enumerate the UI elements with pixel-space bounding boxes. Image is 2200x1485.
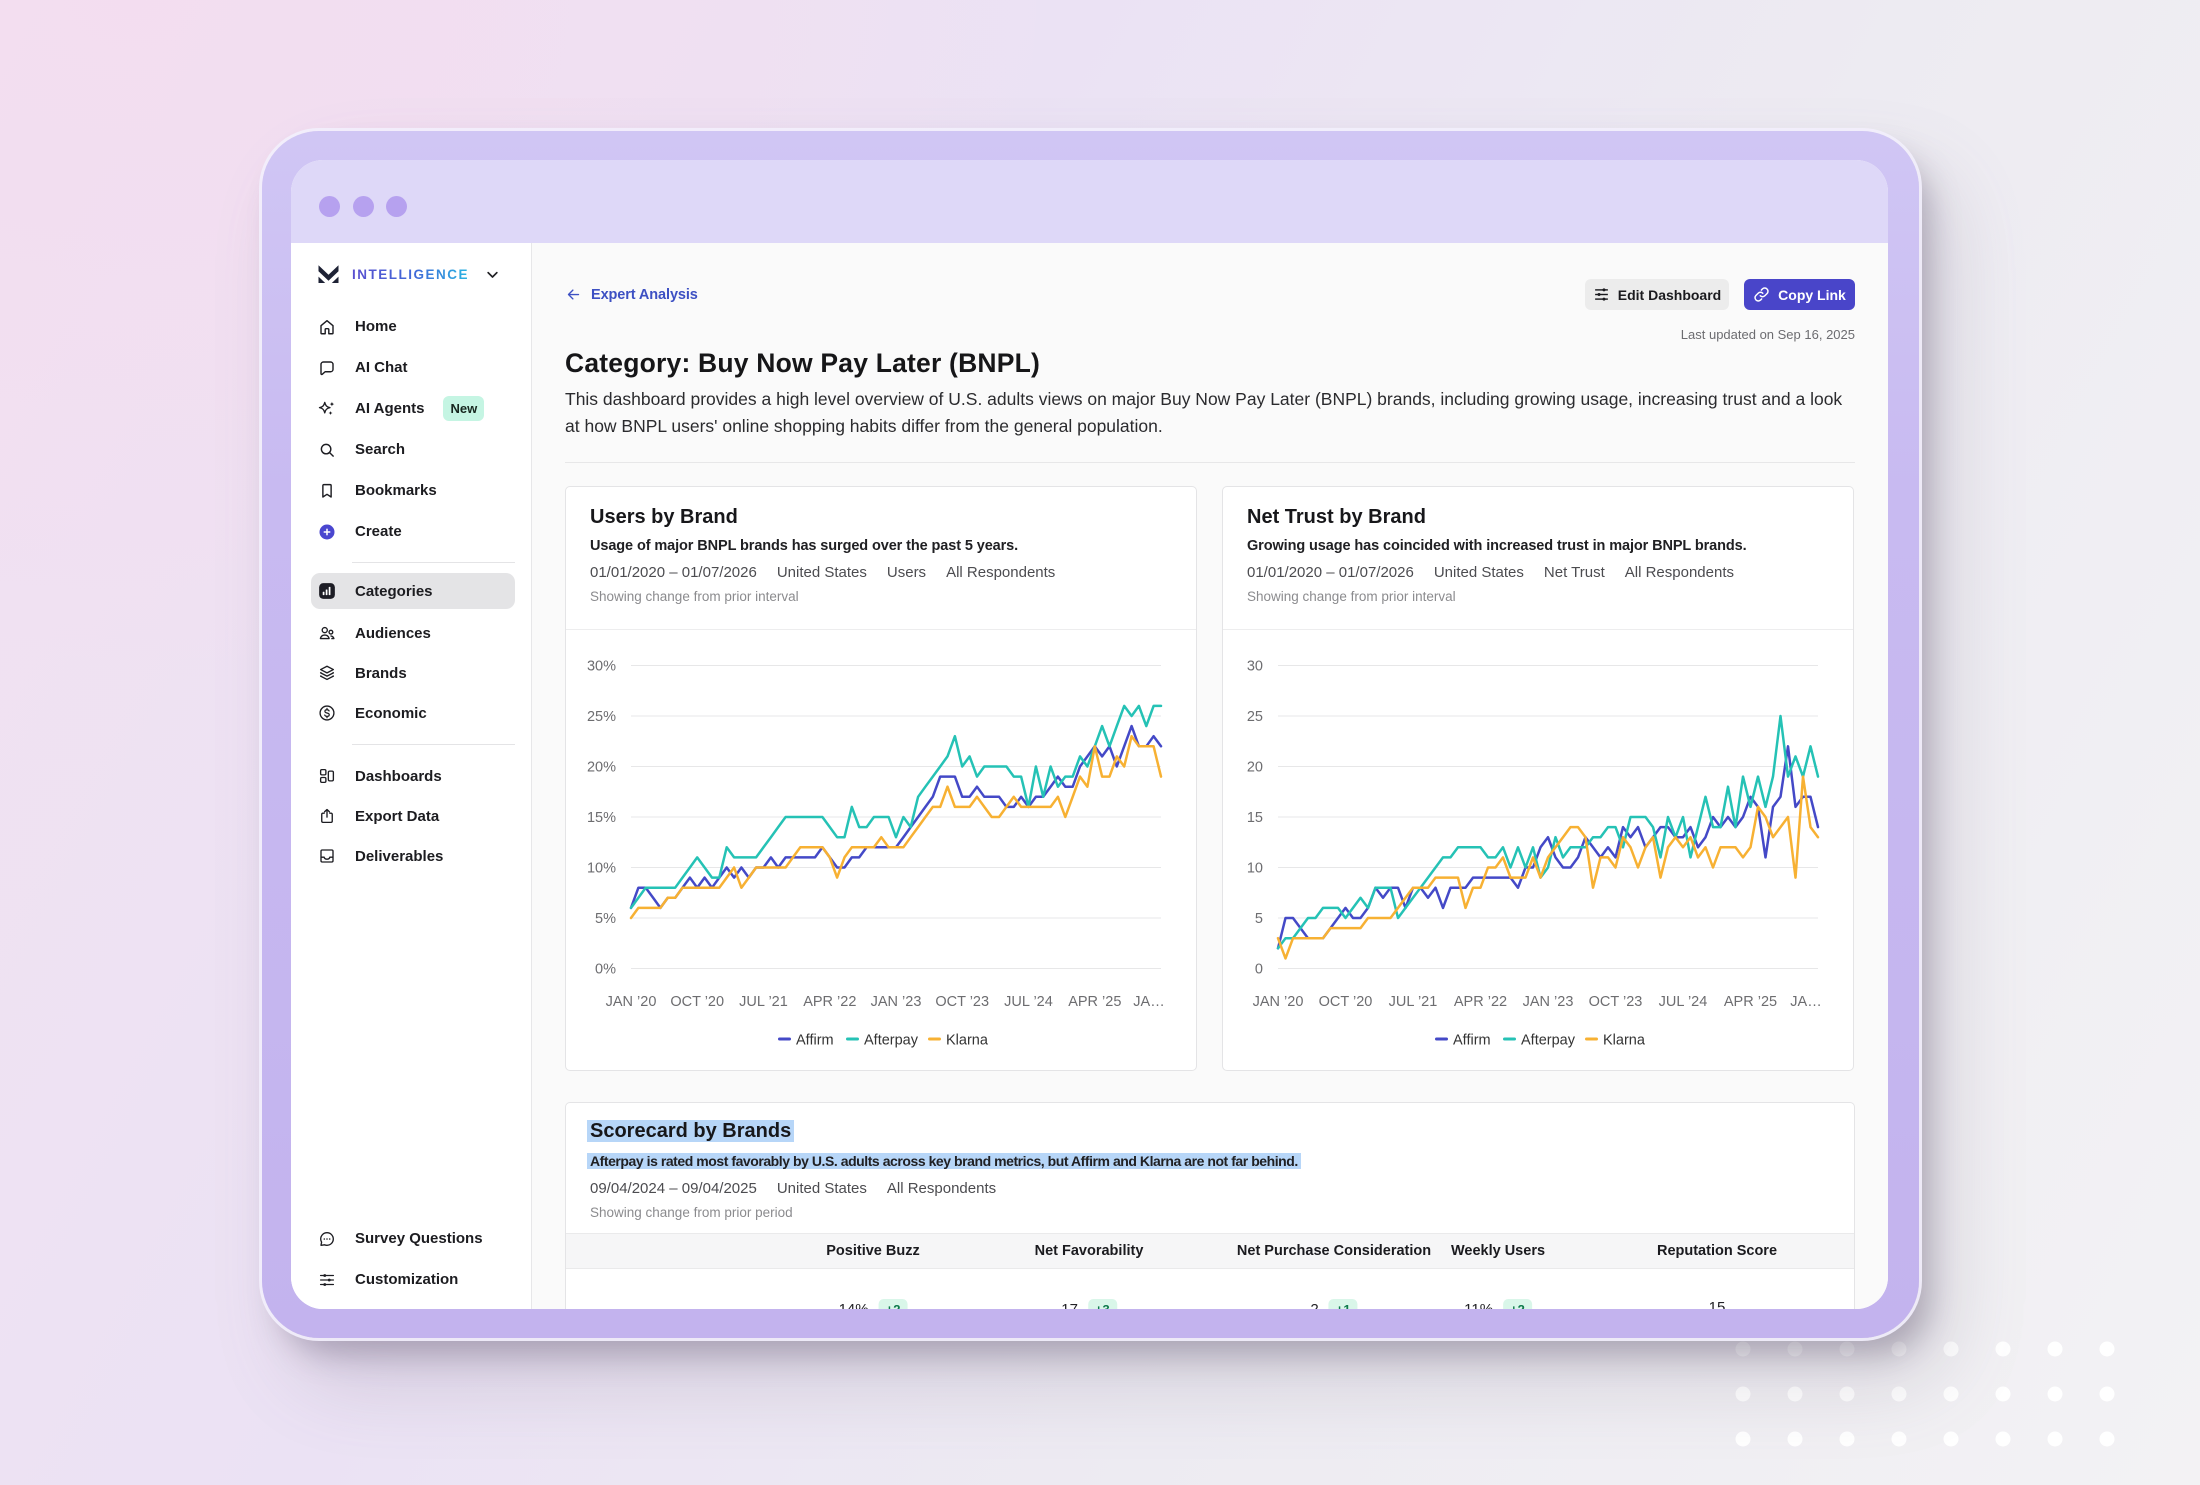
svg-text:20%: 20% xyxy=(587,760,616,776)
svg-text:Klarna: Klarna xyxy=(946,1033,989,1049)
svg-text:5%: 5% xyxy=(595,911,616,927)
svg-text:Affirm: Affirm xyxy=(796,1033,834,1049)
svg-text:Afterpay: Afterpay xyxy=(864,1033,919,1049)
svg-text:20: 20 xyxy=(1247,760,1263,776)
svg-text:APR ’25: APR ’25 xyxy=(1068,994,1121,1010)
svg-text:JUL ’24: JUL ’24 xyxy=(1004,994,1053,1010)
svg-text:25: 25 xyxy=(1247,709,1263,725)
svg-text:OCT ’23: OCT ’23 xyxy=(1589,994,1643,1010)
svg-text:JUL ’24: JUL ’24 xyxy=(1659,994,1708,1010)
svg-text:10: 10 xyxy=(1247,861,1263,877)
svg-text:30: 30 xyxy=(1247,659,1263,675)
svg-text:JUL ’21: JUL ’21 xyxy=(739,994,788,1010)
svg-text:JAN ’23: JAN ’23 xyxy=(871,994,922,1010)
svg-text:OCT ’23: OCT ’23 xyxy=(935,994,989,1010)
svg-text:0: 0 xyxy=(1255,962,1263,978)
svg-text:Affirm: Affirm xyxy=(1453,1033,1491,1049)
svg-text:5: 5 xyxy=(1255,911,1263,927)
svg-text:JA…: JA… xyxy=(1790,994,1821,1010)
svg-text:0%: 0% xyxy=(595,962,616,978)
svg-text:OCT ’20: OCT ’20 xyxy=(1319,994,1373,1010)
svg-text:25%: 25% xyxy=(587,709,616,725)
svg-text:JAN ’20: JAN ’20 xyxy=(1253,994,1304,1010)
svg-text:Afterpay: Afterpay xyxy=(1521,1033,1576,1049)
svg-text:JAN ’20: JAN ’20 xyxy=(606,994,657,1010)
svg-text:15%: 15% xyxy=(587,810,616,826)
svg-text:10%: 10% xyxy=(587,861,616,877)
svg-text:30%: 30% xyxy=(587,659,616,675)
svg-text:APR ’22: APR ’22 xyxy=(803,994,856,1010)
svg-text:APR ’25: APR ’25 xyxy=(1724,994,1777,1010)
svg-text:Klarna: Klarna xyxy=(1603,1033,1646,1049)
svg-text:JUL ’21: JUL ’21 xyxy=(1389,994,1438,1010)
svg-text:JAN ’23: JAN ’23 xyxy=(1523,994,1574,1010)
svg-text:APR ’22: APR ’22 xyxy=(1454,994,1507,1010)
svg-text:JA…: JA… xyxy=(1133,994,1164,1010)
svg-text:OCT ’20: OCT ’20 xyxy=(670,994,724,1010)
svg-text:15: 15 xyxy=(1247,810,1263,826)
